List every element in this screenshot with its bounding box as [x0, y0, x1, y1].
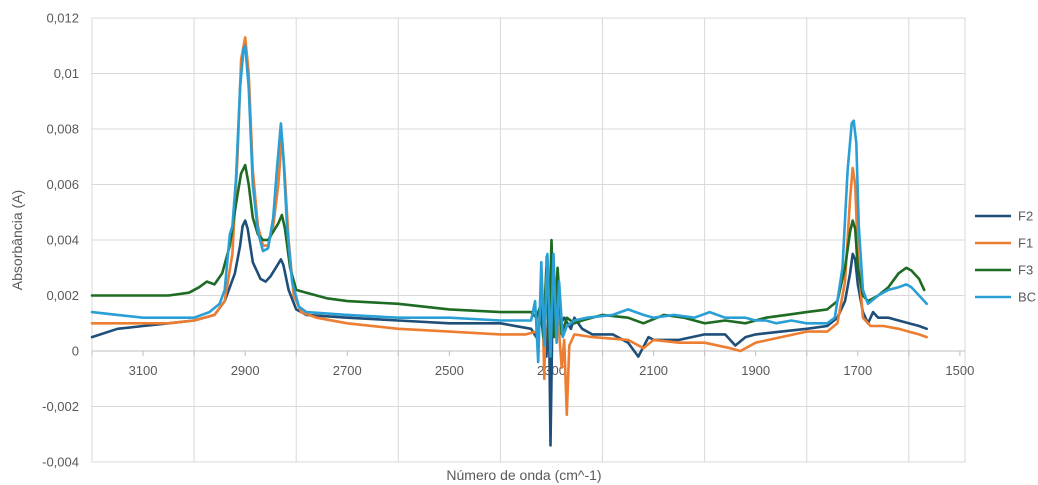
legend-label-f3: F3 [1018, 263, 1033, 278]
y-tick-label: -0,004 [42, 455, 79, 470]
series-line-bc [90, 44, 928, 364]
legend: F2 F1 F3 BC [975, 209, 1036, 305]
y-tick-label: 0,008 [46, 122, 79, 137]
series-line-f1 [90, 36, 928, 417]
y-tick-label: 0,006 [46, 177, 79, 192]
y-tick-label: 0,002 [46, 288, 79, 303]
y-tick-label: 0,012 [46, 11, 79, 26]
legend-label-f1: F1 [1018, 236, 1033, 251]
y-tick-labels: -0,004 -0,002 0 0,002 0,004 0,006 0,008 0,01 0,0… [42, 11, 79, 470]
x-tick-label: 1700 [843, 363, 872, 378]
x-tick-label: 1500 [945, 363, 974, 378]
x-tick-label: 2100 [639, 363, 668, 378]
y-tick-label: 0,01 [54, 66, 79, 81]
x-tick-label: 1900 [741, 363, 770, 378]
y-tick-label: 0 [72, 344, 79, 359]
x-axis-title: Número de onda (cm^-1) [446, 467, 601, 483]
legend-label-f2: F2 [1018, 209, 1033, 224]
y-tick-label: 0,004 [46, 233, 79, 248]
y-axis-title: Absorbância (A) [9, 190, 25, 290]
grid [91, 17, 966, 463]
x-tick-label: 2900 [231, 363, 260, 378]
legend-label-bc: BC [1018, 290, 1036, 305]
x-tick-label: 3100 [129, 363, 158, 378]
x-tick-label: 2700 [333, 363, 362, 378]
series-lines [90, 36, 928, 447]
x-tick-label: 2500 [435, 363, 464, 378]
x-tick-labels: 3100 2900 2700 2500 2300 2100 1900 1700 1500 [129, 363, 975, 378]
y-tick-label: -0,002 [42, 399, 79, 414]
